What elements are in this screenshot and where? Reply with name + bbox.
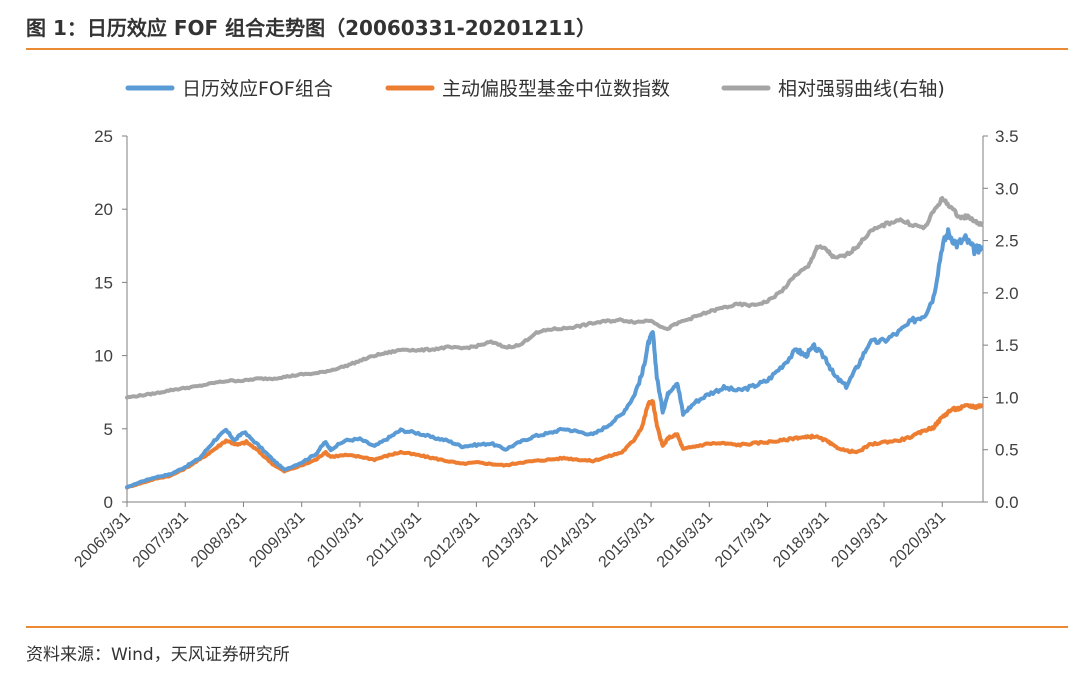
x-tick-label: 2007/3/31 — [130, 509, 192, 571]
x-tick-label: 2016/3/31 — [654, 509, 716, 571]
legend-label-0: 日历效应FOF组合 — [182, 78, 333, 100]
series-line-0 — [125, 227, 984, 490]
x-tick-label: 2012/3/31 — [421, 509, 483, 571]
y-left-tick-label: 5 — [104, 420, 113, 439]
y-left-tick-label: 0 — [104, 493, 113, 512]
x-tick-label: 2015/3/31 — [596, 509, 658, 571]
y-left-tick-label: 20 — [94, 200, 113, 219]
y-left-tick-label: 10 — [94, 347, 113, 366]
y-right-tick-label: 0.0 — [995, 493, 1019, 512]
y-right-tick-label: 3.5 — [995, 127, 1019, 146]
bottom-divider — [26, 626, 1068, 628]
x-tick-label: 2008/3/31 — [188, 509, 250, 571]
x-tick-label: 2009/3/31 — [246, 509, 308, 571]
y-right-tick-label: 1.5 — [995, 336, 1019, 355]
x-tick-label: 2006/3/31 — [71, 509, 133, 571]
source-note: 资料来源：Wind，天风证券研究所 — [26, 645, 290, 665]
x-tick-label: 2013/3/31 — [479, 509, 541, 571]
y-right-tick-label: 1.0 — [995, 388, 1019, 407]
y-right-tick-label: 0.5 — [995, 441, 1019, 460]
y-right-tick-label: 2.0 — [995, 284, 1019, 303]
x-tick-label: 2011/3/31 — [363, 509, 425, 571]
legend-label-2: 相对强弱曲线(右轴) — [778, 78, 945, 100]
series-line-2 — [125, 196, 984, 400]
x-tick-label: 2010/3/31 — [304, 509, 366, 571]
y-left-tick-label: 15 — [94, 273, 113, 292]
top-divider — [26, 48, 1068, 50]
x-tick-label: 2019/3/31 — [828, 509, 890, 571]
y-right-tick-label: 3.0 — [995, 179, 1019, 198]
y-right-tick-label: 2.5 — [995, 232, 1019, 251]
chart-axes: 0 5 10 15 20 25 0.0 0.5 1.0 1.5 2.0 2.5 3.0 3.5 2006/3… — [71, 127, 1018, 571]
x-tick-label: 2014/3/31 — [537, 509, 599, 571]
y-left-tick-label: 25 — [94, 127, 113, 146]
chart-title: 图 1：日历效应 FOF 组合走势图（20060331-20201211） — [26, 16, 597, 40]
x-tick-label: 2017/3/31 — [712, 509, 774, 571]
line-chart: 日历效应FOF组合 主动偏股型基金中位数指数 相对强弱曲线(右轴) 0 5 10 15 20… — [71, 78, 1018, 571]
x-tick-label: 2018/3/31 — [770, 509, 832, 571]
chart-legend: 日历效应FOF组合 主动偏股型基金中位数指数 相对强弱曲线(右轴) — [125, 78, 945, 100]
chart-series — [125, 196, 984, 490]
x-tick-label: 2020/3/31 — [887, 509, 949, 571]
legend-label-1: 主动偏股型基金中位数指数 — [442, 78, 670, 100]
